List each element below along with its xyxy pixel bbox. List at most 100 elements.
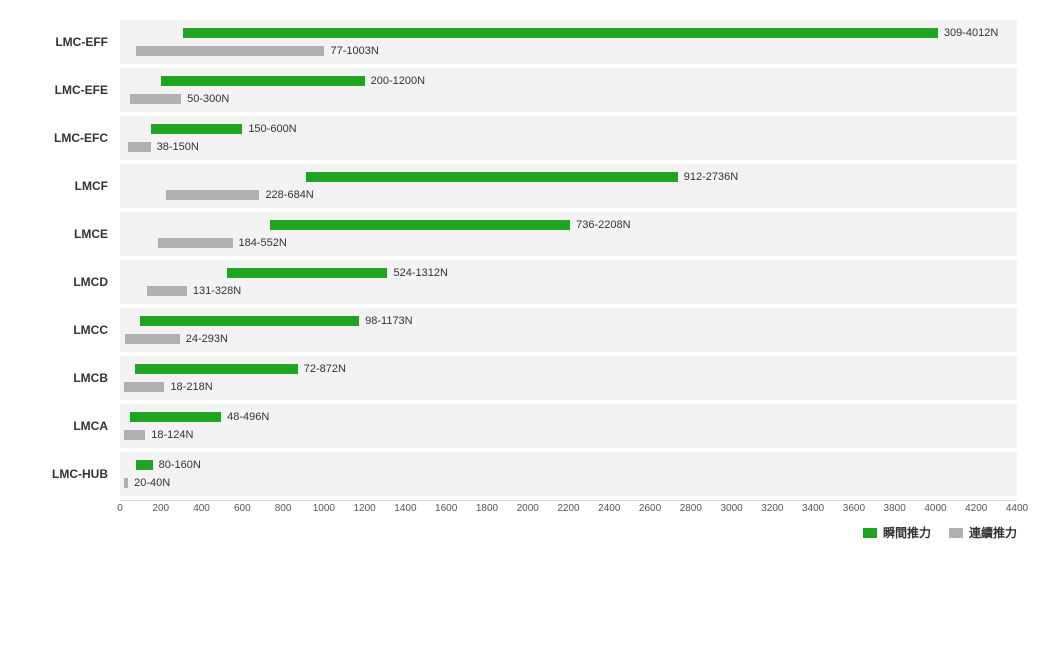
bar-label-cont: 20-40N — [134, 476, 170, 490]
bar-line-peak: 200-1200N — [120, 74, 1017, 88]
bar-line-cont: 184-552N — [120, 236, 1017, 250]
x-tick: 4200 — [965, 503, 987, 514]
bar-cont — [130, 94, 181, 104]
x-tick: 3400 — [802, 503, 824, 514]
bar-cont — [166, 190, 259, 200]
bar-cont — [124, 478, 128, 488]
bar-peak — [183, 28, 938, 38]
bar-peak — [227, 268, 388, 278]
legend-label: 連續推力 — [969, 524, 1017, 541]
legend-item: 瞬間推力 — [863, 524, 931, 541]
bar-label-cont: 18-218N — [170, 380, 212, 394]
category-label: LMCC — [30, 308, 120, 352]
bar-line-peak: 98-1173N — [120, 314, 1017, 328]
plot-cell: 72-872N 18-218N — [120, 356, 1017, 400]
category-label: LMCB — [30, 356, 120, 400]
x-tick: 1200 — [354, 503, 376, 514]
bar-line-cont: 20-40N — [120, 476, 1017, 490]
bar-line-peak: 80-160N — [120, 458, 1017, 472]
bar-line-peak: 912-2736N — [120, 170, 1017, 184]
category-label: LMC-EFE — [30, 68, 120, 112]
bar-line-cont: 38-150N — [120, 140, 1017, 154]
bar-label-cont: 184-552N — [239, 236, 287, 250]
plot-cell: 150-600N 38-150N — [120, 116, 1017, 160]
x-tick: 1600 — [435, 503, 457, 514]
bar-peak — [140, 316, 359, 326]
x-axis: 0200400600800100012001400160018002000220… — [30, 500, 1017, 518]
plot-cell: 736-2208N 184-552N — [120, 212, 1017, 256]
x-tick: 1800 — [476, 503, 498, 514]
x-tick: 1400 — [394, 503, 416, 514]
chart-row: LMCF912-2736N228-684N — [30, 164, 1017, 208]
bar-line-peak: 72-872N — [120, 362, 1017, 376]
plot-cell: 80-160N 20-40N — [120, 452, 1017, 496]
x-tick: 4400 — [1006, 503, 1028, 514]
legend-item: 連續推力 — [949, 524, 1017, 541]
bar-line-cont: 228-684N — [120, 188, 1017, 202]
bar-label-cont: 18-124N — [151, 428, 193, 442]
bar-label-peak: 200-1200N — [371, 74, 425, 88]
bar-label-peak: 48-496N — [227, 410, 269, 424]
bar-cont — [147, 286, 187, 296]
legend: 瞬間推力 連續推力 — [30, 524, 1017, 541]
plot-cell: 48-496N 18-124N — [120, 404, 1017, 448]
x-tick: 2000 — [517, 503, 539, 514]
x-tick: 3200 — [761, 503, 783, 514]
legend-swatch — [949, 528, 963, 538]
bar-label-peak: 309-4012N — [944, 26, 998, 40]
bar-peak — [151, 124, 243, 134]
chart-row: LMC-EFC150-600N38-150N — [30, 116, 1017, 160]
bar-line-cont: 50-300N — [120, 92, 1017, 106]
x-tick: 2200 — [557, 503, 579, 514]
bar-line-cont: 77-1003N — [120, 44, 1017, 58]
chart-row: LMC-HUB 80-160N 20-40N — [30, 452, 1017, 496]
x-tick: 3600 — [843, 503, 865, 514]
x-tick: 200 — [152, 503, 169, 514]
bar-label-peak: 150-600N — [248, 122, 296, 136]
bar-label-peak: 736-2208N — [576, 218, 630, 232]
bar-cont — [136, 46, 325, 56]
bar-peak — [130, 412, 221, 422]
category-label: LMCE — [30, 212, 120, 256]
bar-line-peak: 736-2208N — [120, 218, 1017, 232]
x-tick: 400 — [193, 503, 210, 514]
bar-label-cont: 228-684N — [265, 188, 313, 202]
bar-cont — [158, 238, 233, 248]
bar-cont — [124, 382, 165, 392]
chart-row: LMCE 736-2208N 184-552N — [30, 212, 1017, 256]
bar-label-cont: 38-150N — [157, 140, 199, 154]
plot-cell: 524-1312N 131-328N — [120, 260, 1017, 304]
category-label: LMC-HUB — [30, 452, 120, 496]
plot-cell: 98-1173N 24-293N — [120, 308, 1017, 352]
bar-line-peak: 309-4012N — [120, 26, 1017, 40]
x-tick: 2800 — [680, 503, 702, 514]
bar-label-cont: 24-293N — [186, 332, 228, 346]
bar-cont — [125, 334, 180, 344]
bar-line-cont: 18-218N — [120, 380, 1017, 394]
category-label: LMC-EFF — [30, 20, 120, 64]
chart-row: LMCC98-1173N 24-293N — [30, 308, 1017, 352]
bar-label-cont: 131-328N — [193, 284, 241, 298]
x-tick: 4000 — [924, 503, 946, 514]
x-axis-plot: 0200400600800100012001400160018002000220… — [120, 500, 1017, 518]
bar-line-peak: 150-600N — [120, 122, 1017, 136]
bar-line-peak: 524-1312N — [120, 266, 1017, 280]
x-tick: 600 — [234, 503, 251, 514]
chart-row: LMCB 72-872N 18-218N — [30, 356, 1017, 400]
category-label: LMCD — [30, 260, 120, 304]
chart-row: LMCD 524-1312N 131-328N — [30, 260, 1017, 304]
bar-label-peak: 72-872N — [304, 362, 346, 376]
chart-row: LMC-EFF 309-4012N 77-1003N — [30, 20, 1017, 64]
chart-row: LMCA 48-496N 18-124N — [30, 404, 1017, 448]
chart-row: LMC-EFE 200-1200N 50-300N — [30, 68, 1017, 112]
bar-peak — [161, 76, 365, 86]
category-label: LMCA — [30, 404, 120, 448]
bar-label-peak: 524-1312N — [393, 266, 447, 280]
x-tick: 1000 — [313, 503, 335, 514]
bar-label-peak: 80-160N — [159, 458, 201, 472]
legend-swatch — [863, 528, 877, 538]
bar-label-peak: 912-2736N — [684, 170, 738, 184]
x-tick: 800 — [275, 503, 292, 514]
bar-cont — [128, 142, 151, 152]
bar-peak — [270, 220, 570, 230]
